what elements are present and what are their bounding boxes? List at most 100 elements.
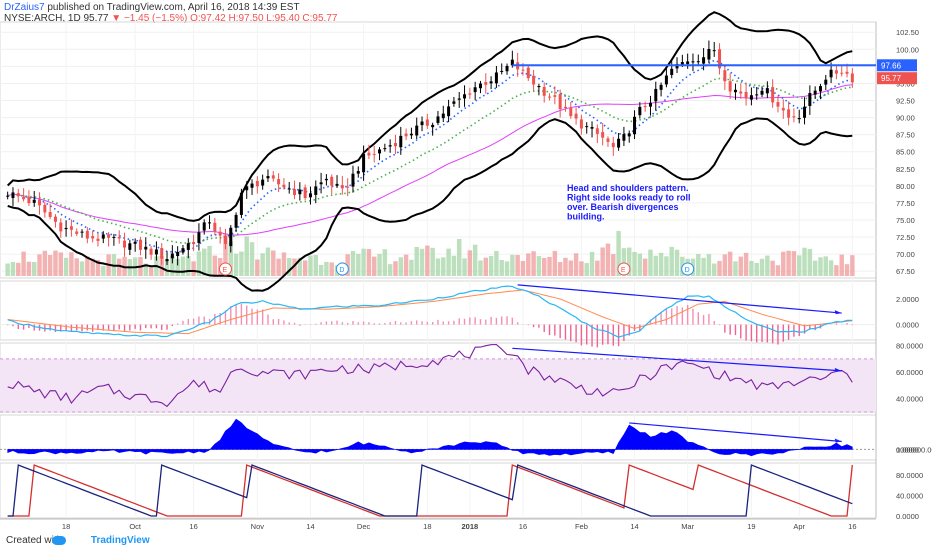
candle-body	[468, 93, 472, 95]
volume-bar	[286, 258, 292, 276]
volume-bar	[738, 256, 744, 276]
volume-bar	[79, 261, 85, 276]
time-tick-label: 14	[306, 522, 314, 531]
earnings-marker	[218, 262, 232, 276]
volume-bar	[743, 252, 749, 276]
volume-bar	[754, 262, 759, 276]
volume-bar	[796, 255, 802, 276]
volume-bar	[21, 251, 26, 276]
volume-bar	[409, 259, 414, 276]
volume-bar	[212, 255, 218, 276]
volume-bar	[781, 251, 786, 276]
candle-body	[170, 253, 174, 259]
volume-bar	[244, 236, 249, 276]
candle-body	[611, 142, 615, 148]
volume-bar	[318, 264, 324, 276]
volume-bar	[281, 252, 287, 276]
candle-body	[638, 106, 642, 116]
volume-bar	[520, 260, 526, 276]
volume-bar	[53, 250, 58, 276]
candle-body	[680, 62, 684, 65]
candle-body	[43, 204, 47, 213]
volume-bar	[807, 248, 813, 276]
candle-body	[659, 84, 663, 90]
volume-bar	[371, 256, 377, 276]
volume-bar	[552, 250, 558, 276]
candle-body	[277, 179, 281, 185]
price-tick-label: 102.50	[896, 28, 919, 37]
candle-body	[606, 138, 610, 142]
candle-body	[197, 232, 201, 243]
volume-bar	[605, 243, 611, 276]
volume-bar	[356, 253, 361, 276]
candle-body	[213, 222, 217, 232]
candle-body	[239, 192, 243, 215]
candle-body	[112, 236, 116, 238]
volume-bar	[696, 254, 701, 276]
header-published: DrZaius7 published on TradingView.com, A…	[4, 2, 300, 13]
author-link[interactable]: DrZaius7	[4, 2, 45, 13]
volume-bar	[823, 256, 829, 276]
volume-bar	[839, 254, 844, 276]
bollinger-lower-line	[7, 117, 853, 292]
candle-body	[749, 95, 753, 100]
volume-bar	[16, 262, 21, 276]
candle-body	[186, 243, 190, 250]
candle-body	[133, 241, 137, 244]
rsi-tick-label: 60.0000	[896, 368, 923, 377]
candle-body	[548, 96, 552, 98]
volume-bar	[653, 255, 659, 276]
volume-bar	[63, 257, 69, 276]
candle-body	[324, 178, 328, 181]
candle-body	[845, 71, 849, 74]
candle-body	[494, 72, 498, 84]
candle-body	[760, 90, 764, 95]
volume-bar	[812, 260, 818, 276]
price-tick-label: 77.50	[896, 199, 915, 208]
time-tick-label: 19	[747, 522, 755, 531]
candle-body	[776, 102, 780, 107]
volume-bar	[324, 261, 329, 276]
candle-body	[117, 236, 121, 239]
time-tick-label: Apr	[793, 522, 805, 531]
candle-body	[834, 70, 838, 74]
annotation-text-line: building.	[567, 212, 605, 222]
candle-body	[319, 182, 323, 185]
tradingview-brand[interactable]: TradingView	[90, 535, 150, 546]
bollinger-upper-line	[7, 11, 853, 222]
candle-body	[797, 118, 801, 120]
volume-bar	[292, 258, 297, 276]
candle-body	[356, 171, 360, 174]
candle-body	[553, 95, 557, 97]
annotation-text-line: over. Bearish divergences	[567, 202, 679, 212]
candle-body	[829, 69, 833, 78]
candle-body	[718, 49, 722, 69]
candle-body	[818, 86, 822, 92]
volume-bar	[5, 263, 10, 276]
volume-bar	[366, 249, 372, 276]
candle-body	[781, 108, 785, 111]
volume-bar	[526, 253, 531, 276]
candle-body	[691, 61, 695, 63]
candle-body	[208, 222, 212, 224]
candle-body	[48, 212, 52, 218]
candle-body	[383, 148, 387, 150]
candle-body	[787, 109, 791, 118]
volume-bar	[186, 255, 191, 276]
candle-body	[303, 187, 307, 199]
price-tick-label: 72.50	[896, 233, 915, 242]
candle-body	[484, 82, 488, 85]
volume-bar	[791, 251, 797, 276]
volume-bar	[74, 258, 79, 276]
candle-body	[505, 65, 509, 72]
candle-body	[622, 134, 626, 141]
candle-body	[250, 183, 254, 188]
candle-body	[32, 199, 36, 203]
candle-body	[69, 226, 73, 230]
candle-body	[138, 239, 142, 250]
candle-body	[627, 133, 631, 137]
ema-slow-dotted-line	[7, 77, 853, 244]
candle-body	[404, 133, 408, 137]
sma-line	[7, 84, 853, 236]
